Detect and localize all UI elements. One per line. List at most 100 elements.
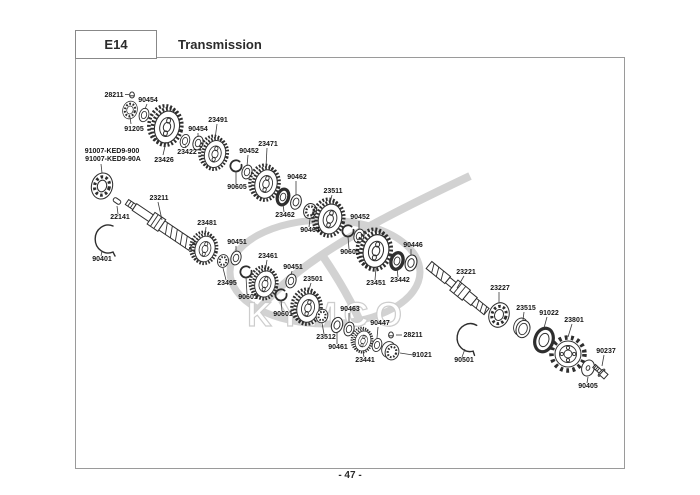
page-number: - 47 -	[338, 470, 362, 481]
callout-23461: 23461	[258, 253, 278, 273]
callout-90446: 90446	[403, 242, 423, 255]
callout-90462: 90462	[287, 174, 307, 195]
callout-23501: 23501	[303, 276, 323, 294]
callout-90452-b: 90452	[350, 214, 370, 229]
callout-90461: 90461	[328, 332, 348, 351]
callout-22141: 22141	[110, 205, 130, 221]
svg-text:23491: 23491	[208, 117, 228, 124]
callout-23422: 23422	[177, 145, 197, 156]
svg-text:23511: 23511	[323, 188, 342, 195]
callout-23471: 23471	[258, 141, 278, 168]
callout-23495: 23495	[217, 267, 237, 287]
part-bolt-90237	[592, 363, 609, 380]
part-washer-90462	[288, 192, 304, 212]
svg-text:90462: 90462	[287, 174, 307, 181]
svg-text:23461: 23461	[258, 253, 278, 260]
svg-text:90451: 90451	[283, 264, 303, 271]
part-snapring-90501	[454, 321, 480, 357]
callout-90501: 90501	[454, 348, 474, 364]
callout-23451: 23451	[366, 267, 386, 287]
svg-text:91205: 91205	[124, 126, 144, 133]
svg-text:23426: 23426	[154, 157, 174, 164]
svg-text:23801: 23801	[564, 317, 584, 324]
callout-90601-a: 90601	[238, 276, 258, 301]
callout-23481: 23481	[197, 220, 217, 237]
callout-90463: 90463	[340, 306, 360, 322]
svg-text:28211: 28211	[403, 332, 422, 339]
svg-text:90454: 90454	[138, 97, 158, 104]
svg-text:90605: 90605	[227, 184, 247, 191]
page-title: Transmission	[178, 37, 262, 52]
svg-text:23515: 23515	[516, 305, 536, 312]
callout-90237: 90237	[596, 348, 616, 367]
svg-text:23495: 23495	[217, 280, 237, 287]
callout-90401: 90401	[92, 250, 112, 263]
callout-28211-a: 28211	[104, 92, 129, 99]
section-code-box: E14	[75, 30, 157, 59]
svg-text:90237: 90237	[596, 348, 616, 355]
svg-text:23422: 23422	[177, 149, 197, 156]
callout-91022: 91022	[539, 310, 559, 329]
callout-90405: 90405	[578, 376, 598, 390]
callout-90451-a: 90451	[227, 239, 247, 251]
callout-23491: 23491	[208, 117, 228, 140]
callout-91205: 91205	[124, 116, 144, 133]
svg-text:90463: 90463	[340, 306, 360, 313]
svg-text:90401: 90401	[92, 256, 112, 263]
part-clip-28211-b	[388, 331, 394, 339]
callout-90601-b: 90601	[273, 299, 293, 318]
svg-text:90464: 90464	[300, 227, 320, 234]
part-bearing-23227	[484, 298, 514, 332]
part-collar-23515	[513, 317, 531, 339]
callout-23227: 23227	[490, 285, 510, 303]
svg-text:23227: 23227	[490, 285, 510, 292]
part-washer-90405	[581, 359, 595, 377]
watermark-text: KYMCO	[247, 296, 409, 334]
part-bearing-91007	[87, 169, 117, 203]
svg-text:23442: 23442	[390, 277, 410, 284]
svg-text:90454: 90454	[188, 126, 208, 133]
part-snapring-90401	[94, 224, 116, 257]
part-washer-90454-a	[137, 106, 151, 124]
callout-23462: 23462	[275, 203, 295, 219]
svg-text:91022: 91022	[539, 310, 559, 317]
svg-text:90601: 90601	[238, 294, 258, 301]
svg-text:90461: 90461	[328, 344, 348, 351]
callout-23515: 23515	[516, 305, 536, 321]
callout-90605-b: 90605	[340, 236, 360, 256]
svg-text:23501: 23501	[303, 276, 323, 283]
svg-text:90605: 90605	[340, 249, 360, 256]
part-circlip-90605-a	[229, 159, 243, 173]
svg-text:90601: 90601	[273, 311, 293, 318]
svg-text:90452: 90452	[350, 214, 370, 221]
callout-23211: 23211	[149, 195, 169, 221]
svg-text:23462: 23462	[275, 212, 295, 219]
svg-text:90446: 90446	[403, 242, 423, 249]
part-bushing-91021	[381, 341, 400, 361]
callout-23441: 23441	[355, 351, 375, 364]
part-shaft-23211	[124, 198, 201, 254]
callout-90605-a: 90605	[227, 171, 247, 191]
part-clip-28211-a	[129, 91, 135, 99]
callout-90454-a: 90454	[138, 97, 158, 110]
parts	[87, 91, 609, 380]
callout-23511: 23511	[323, 188, 343, 204]
svg-text:91007-KED9-900: 91007-KED9-900	[85, 148, 140, 155]
part-shaft-23221	[425, 260, 490, 316]
svg-text:90452: 90452	[239, 148, 259, 155]
callout-90454-b: 90454	[188, 126, 208, 137]
svg-text:91007-KED9-90A: 91007-KED9-90A	[85, 156, 141, 163]
callout-28211-b: 28211	[396, 332, 423, 339]
section-code: E14	[104, 37, 128, 52]
svg-text:23221: 23221	[456, 269, 476, 276]
callout-23221: 23221	[456, 269, 476, 289]
svg-text:91021: 91021	[412, 352, 432, 359]
svg-text:23512: 23512	[316, 334, 336, 341]
callout-90464: 90464	[300, 218, 320, 234]
part-sprocket-23801	[549, 335, 587, 373]
callout-90451-b: 90451	[283, 264, 303, 276]
callout-23426: 23426	[154, 141, 174, 164]
part-pin-22141	[112, 197, 122, 205]
